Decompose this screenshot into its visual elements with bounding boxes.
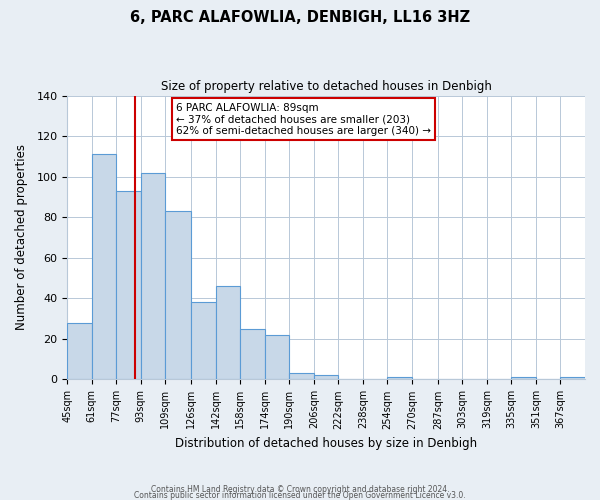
Bar <box>67 322 92 380</box>
Text: Contains HM Land Registry data © Crown copyright and database right 2024.: Contains HM Land Registry data © Crown c… <box>151 484 449 494</box>
Bar <box>240 329 265 380</box>
Bar <box>165 211 191 380</box>
Bar <box>511 378 536 380</box>
Bar <box>191 302 216 380</box>
Bar <box>141 172 165 380</box>
Y-axis label: Number of detached properties: Number of detached properties <box>15 144 28 330</box>
Bar <box>388 378 412 380</box>
Bar <box>560 378 585 380</box>
Bar <box>216 286 240 380</box>
Bar <box>92 154 116 380</box>
Bar <box>289 374 314 380</box>
Text: 6 PARC ALAFOWLIA: 89sqm
← 37% of detached houses are smaller (203)
62% of semi-d: 6 PARC ALAFOWLIA: 89sqm ← 37% of detache… <box>176 102 431 136</box>
Bar <box>116 191 141 380</box>
X-axis label: Distribution of detached houses by size in Denbigh: Distribution of detached houses by size … <box>175 437 477 450</box>
Text: 6, PARC ALAFOWLIA, DENBIGH, LL16 3HZ: 6, PARC ALAFOWLIA, DENBIGH, LL16 3HZ <box>130 10 470 25</box>
Bar <box>314 376 338 380</box>
Bar <box>265 335 289 380</box>
Text: Contains public sector information licensed under the Open Government Licence v3: Contains public sector information licen… <box>134 490 466 500</box>
Title: Size of property relative to detached houses in Denbigh: Size of property relative to detached ho… <box>161 80 491 93</box>
